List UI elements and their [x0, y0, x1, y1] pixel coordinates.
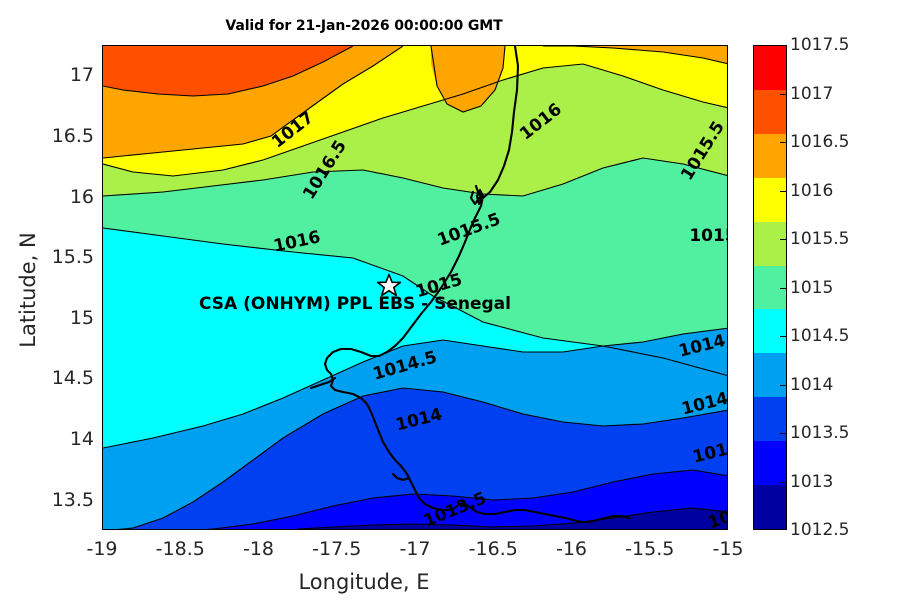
contour-label: 1016 [516, 99, 566, 145]
contour-lines [103, 46, 727, 529]
x-tick-label: -16.5 [468, 538, 518, 560]
contour-label: 1015 [689, 226, 727, 246]
colorbar-tick-label: 1014.5 [790, 326, 850, 346]
contour-label: 1015.5 [434, 209, 504, 251]
coastline-overlay [309, 46, 631, 524]
colorbar-tick-label: 1016.5 [790, 132, 850, 152]
band-1017 [103, 46, 353, 96]
x-tick-label: -18.5 [155, 538, 205, 560]
x-tick-label: -17 [399, 538, 431, 560]
colorbar-band [754, 265, 786, 310]
colorbar-tick-mark [780, 481, 787, 483]
colorbar-tick-label: 1015.5 [790, 229, 850, 249]
filled-contour-bands [103, 46, 727, 529]
contour-label: 1015.5 [677, 117, 728, 185]
y-axis-title: Latitude, N [16, 232, 40, 348]
figure-title: Valid for 21-Jan-2026 00:00:00 GMT [225, 18, 503, 34]
colorbar-band [754, 46, 786, 90]
colorbar-tick-label: 1013 [790, 471, 834, 492]
x-tick-label: -15.5 [625, 538, 675, 560]
colorbar-tick-mark [780, 190, 787, 192]
contour-svg [103, 46, 727, 529]
colorbar-tick-mark [780, 93, 787, 95]
colorbar-band [754, 485, 786, 529]
y-tick-label: 15.5 [51, 246, 94, 269]
x-tick-label: -19 [86, 538, 118, 560]
colorbar-tick-label: 1016 [790, 180, 834, 201]
x-axis-title: Longitude, E [298, 570, 430, 594]
colorbar-tick-label: 1014 [790, 374, 834, 395]
colorbar-tick-label: 1012.5 [790, 520, 850, 540]
y-tick-label: 14 [69, 428, 94, 451]
contour-label: 1014.5 [370, 347, 440, 385]
contour-label: 1013 [705, 498, 728, 530]
contour-label: 1014.5 [676, 326, 728, 362]
x-axis-tick-labels: -19 -18.5 -18 -17.5 -17 -16.5 -16 -15.5 -15 [0, 538, 900, 568]
contour-label: 1013.5 [420, 488, 490, 530]
colorbar-tick-mark [780, 433, 787, 435]
x-tick-label: -16 [555, 538, 588, 560]
y-tick-label: 16.5 [51, 124, 94, 147]
station-star-marker[interactable] [376, 273, 402, 297]
contour-label: 1016 [271, 227, 323, 257]
y-axis-tick-labels: 13.5 14 14.5 15 15.5 16 16.5 17 [28, 0, 94, 600]
band-1016p5-notch [431, 46, 505, 112]
y-tick-label: 13.5 [51, 488, 94, 511]
colorbar-tick-label: 1015 [790, 277, 834, 298]
colorbar-tick-mark [780, 239, 787, 241]
y-tick-label: 17 [69, 64, 94, 87]
colorbar-band [754, 441, 786, 486]
y-tick-label: 14.5 [51, 367, 94, 390]
x-tick-label: -17.5 [312, 538, 362, 560]
contour-label: 1014 [393, 404, 445, 436]
colorbar-tick-label: 1017.5 [790, 35, 850, 55]
station-label: CSA (ONHYM) PPL EBS - Senegal [199, 294, 511, 314]
contour-label: 1014 [679, 388, 728, 420]
y-tick-label: 16 [69, 185, 94, 208]
colorbar-tick-label: 1013.5 [790, 423, 850, 443]
colorbar-tick-labels: 1012.5 1013 1013.5 1014 1014.5 1015 1015.5 1016… [790, 35, 860, 540]
colorbar-band [754, 353, 786, 398]
colorbar-ticks [753, 45, 787, 530]
band-1012p5 [298, 508, 727, 529]
colorbar-band [754, 89, 786, 134]
contour-label: 1016.5 [299, 136, 351, 204]
colorbar-tick-mark [780, 336, 787, 338]
colorbar-tick-label: 1017 [790, 83, 834, 104]
colorbar-tick-mark [780, 384, 787, 386]
band-1016p5-right [543, 46, 727, 64]
contour-label: 1017 [268, 107, 318, 153]
colorbar-band [754, 309, 786, 354]
contour-label-layer: 10171016.5101610161015.51015.51015101510… [103, 46, 728, 530]
colorbar-band [754, 177, 786, 222]
contour-plot-area[interactable]: 10171016.5101610161015.51015.51015101510… [102, 45, 728, 530]
colorbar-band [754, 221, 786, 266]
colorbar-band [754, 133, 786, 178]
x-tick-label: -15 [712, 538, 744, 560]
x-tick-label: -18 [242, 538, 275, 560]
band-1013 [213, 470, 727, 529]
colorbar-tick-mark [780, 142, 787, 144]
y-tick-label: 15 [69, 306, 94, 329]
colorbar-tick-mark [780, 287, 787, 289]
contour-label: 1013.5 [690, 432, 728, 468]
